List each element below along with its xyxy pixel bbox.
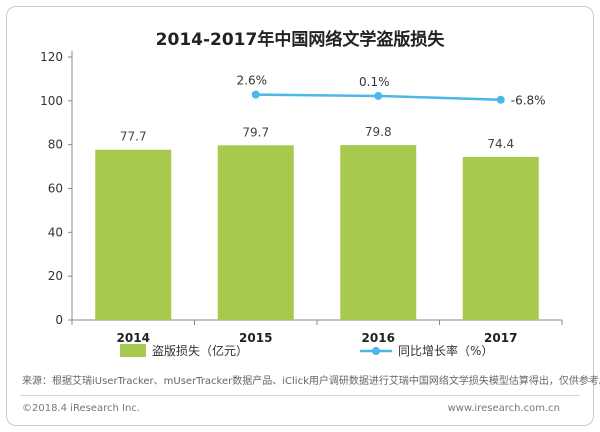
y-tick-label: 80: [48, 138, 63, 152]
source-note: 来源：根据艾瑞iUserTracker、mUserTracker数据产品、iCl…: [22, 376, 600, 387]
y-tick-label: 20: [48, 269, 63, 283]
bar-data-label: 74.4: [487, 137, 514, 151]
x-tick-label: 2014: [117, 331, 150, 345]
bar: [462, 156, 539, 320]
copyright-text: ©2018.4 iResearch Inc.: [22, 403, 140, 414]
chart-legend: 盗版损失（亿元） 同比增长率（%）: [120, 343, 493, 358]
line-data-label: 2.6%: [237, 74, 268, 88]
legend-swatch-bar: [120, 344, 146, 357]
bar-data-label: 79.7: [242, 125, 269, 139]
bar-data-label: 77.7: [120, 130, 147, 144]
legend-label-line: 同比增长率（%）: [398, 343, 493, 358]
y-tick-label: 40: [48, 225, 63, 239]
bar-series: 77.7 79.7 79.8 74.4: [95, 125, 539, 320]
bar-data-label: 79.8: [365, 125, 392, 139]
bar: [340, 145, 417, 320]
website-link[interactable]: www.iresearch.com.cn: [447, 403, 560, 414]
line-series: 2.6% 0.1% -6.8%: [237, 74, 546, 108]
x-tick-label: 2016: [362, 331, 395, 345]
line-data-label: 0.1%: [359, 75, 390, 89]
y-tick-label: 0: [55, 313, 63, 327]
legend-swatch-point: [372, 347, 380, 355]
line-point: [251, 90, 260, 99]
line-point: [374, 91, 383, 100]
y-tick-label: 60: [48, 182, 63, 196]
footer-divider: [20, 395, 580, 396]
x-tick-label: 2015: [239, 331, 272, 345]
y-tick-label: 100: [40, 94, 63, 108]
bar: [217, 145, 294, 320]
y-tick-label: 120: [40, 50, 63, 64]
line-data-label: -6.8%: [511, 94, 546, 108]
chart-title: 2014-2017年中国网络文学盗版损失: [156, 29, 446, 50]
legend-label-bar: 盗版损失（亿元）: [152, 343, 248, 358]
bar: [95, 149, 172, 320]
x-tick-label: 2017: [484, 331, 517, 345]
line-point: [496, 95, 505, 104]
